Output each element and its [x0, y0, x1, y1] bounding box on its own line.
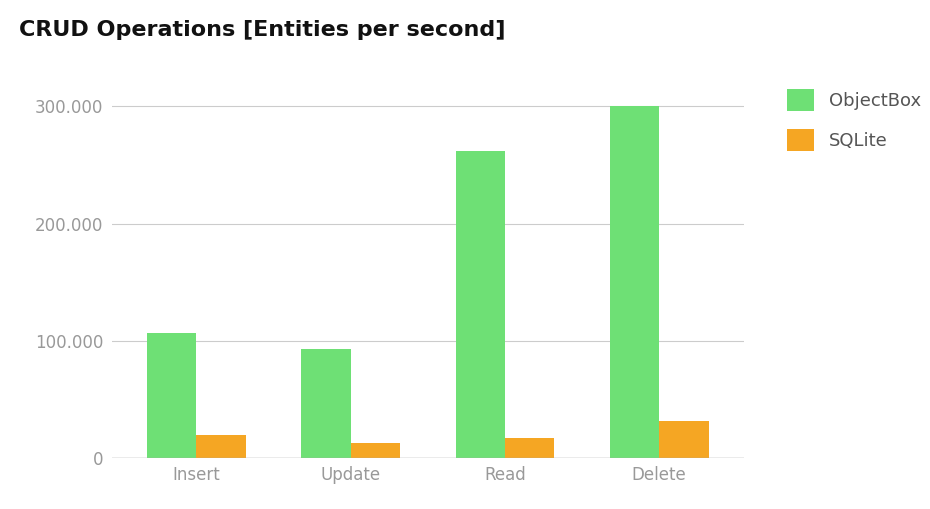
Bar	[351, 443, 400, 458]
Bar	[456, 151, 505, 458]
Text: CRUD Operations [Entities per second]: CRUD Operations [Entities per second]	[19, 20, 505, 40]
Bar	[196, 435, 246, 458]
Bar	[301, 349, 351, 458]
Bar	[659, 420, 709, 458]
Legend: ObjectBox, SQLite: ObjectBox, SQLite	[778, 80, 930, 160]
Bar	[147, 333, 196, 458]
Bar	[505, 438, 554, 458]
Bar	[610, 106, 659, 458]
